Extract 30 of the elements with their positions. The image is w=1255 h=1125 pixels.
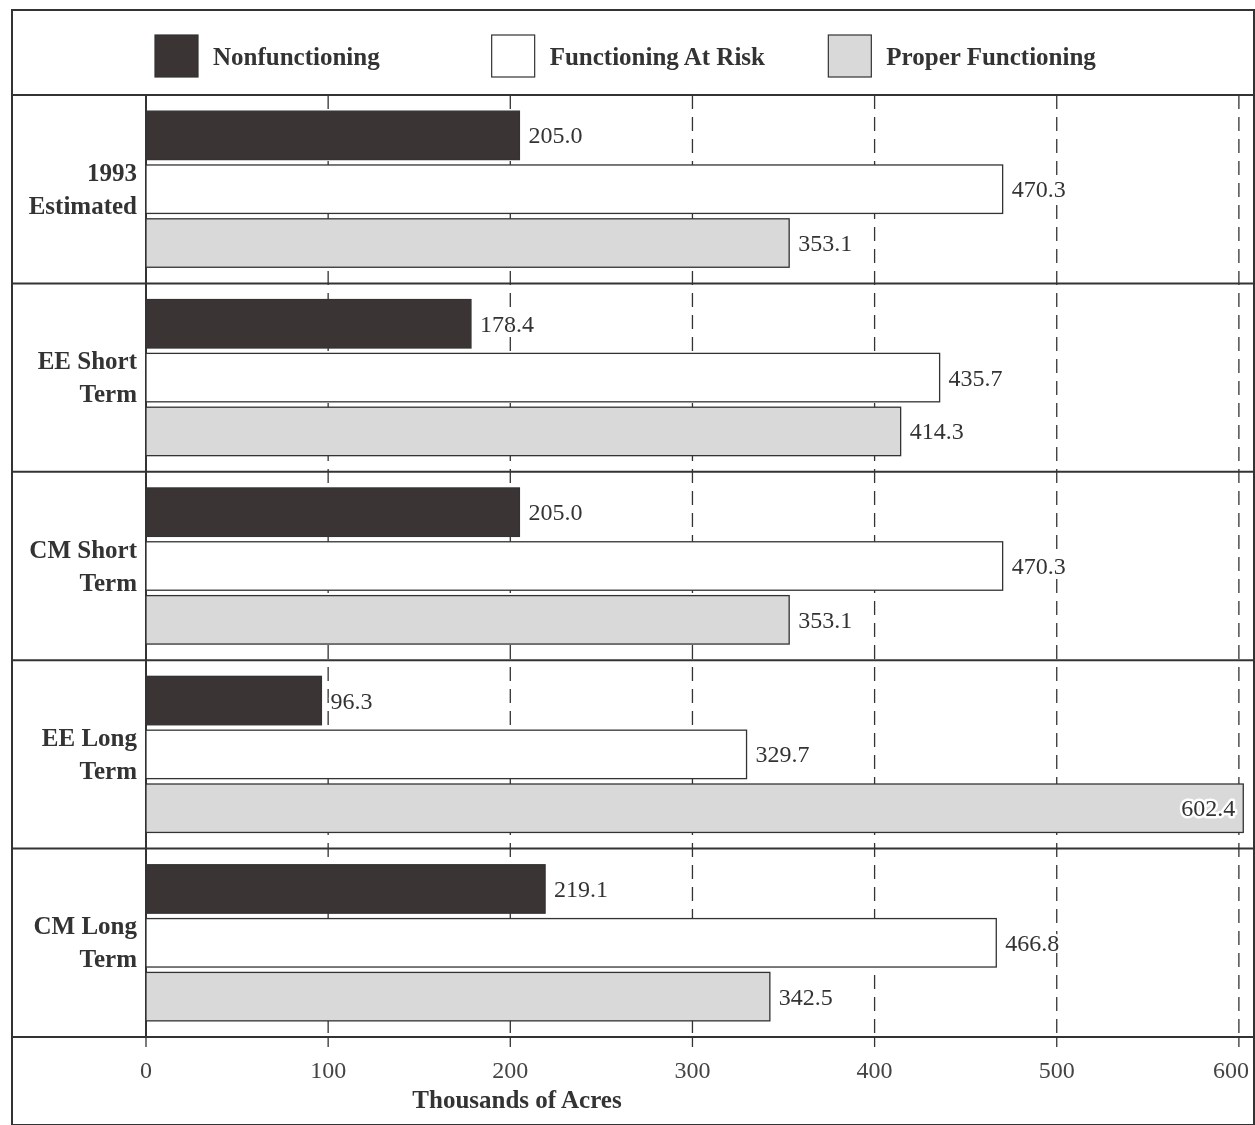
x-tick-label: 400 xyxy=(856,1057,893,1083)
x-tick-label: 500 xyxy=(1038,1057,1075,1083)
data-label: 435.7 xyxy=(948,364,1003,391)
data-label: 178.4 xyxy=(479,310,534,337)
data-label: 219.1 xyxy=(554,875,609,902)
data-label: 602.4 xyxy=(1181,795,1236,822)
y-tick-label: EE Short Term xyxy=(37,347,138,408)
data-label: 414.3 xyxy=(909,418,964,445)
data-label: 342.5 xyxy=(778,983,833,1010)
x-tick-label: 0 xyxy=(140,1057,152,1083)
y-tick-label: CM Long Term xyxy=(33,912,138,973)
x-axis-title: Thousands of Acres xyxy=(412,1086,622,1113)
data-label: 353.1 xyxy=(798,606,853,633)
x-tick-label: 100 xyxy=(310,1057,347,1083)
y-tick-label: EE Long Term xyxy=(41,723,138,784)
y-tick-label: CM Short Term xyxy=(29,535,138,596)
data-label: 205.0 xyxy=(528,122,583,149)
data-label: 329.7 xyxy=(755,741,810,768)
x-tick-label: 200 xyxy=(492,1057,529,1083)
data-label: 96.3 xyxy=(330,687,373,714)
y-tick-label: 1993 Estimated xyxy=(28,158,138,219)
data-label: 470.3 xyxy=(1011,553,1066,579)
legend-label: Nonfunctioning xyxy=(213,43,381,70)
data-label: 205.0 xyxy=(528,499,583,526)
x-tick-label: 600 xyxy=(1213,1057,1249,1083)
legend-label: Proper Functioning xyxy=(886,43,1097,70)
legend-label: Functioning At Risk xyxy=(549,43,766,70)
x-tick-label: 300 xyxy=(674,1057,711,1083)
data-label: 466.8 xyxy=(1005,929,1060,956)
data-label: 353.1 xyxy=(798,230,853,257)
